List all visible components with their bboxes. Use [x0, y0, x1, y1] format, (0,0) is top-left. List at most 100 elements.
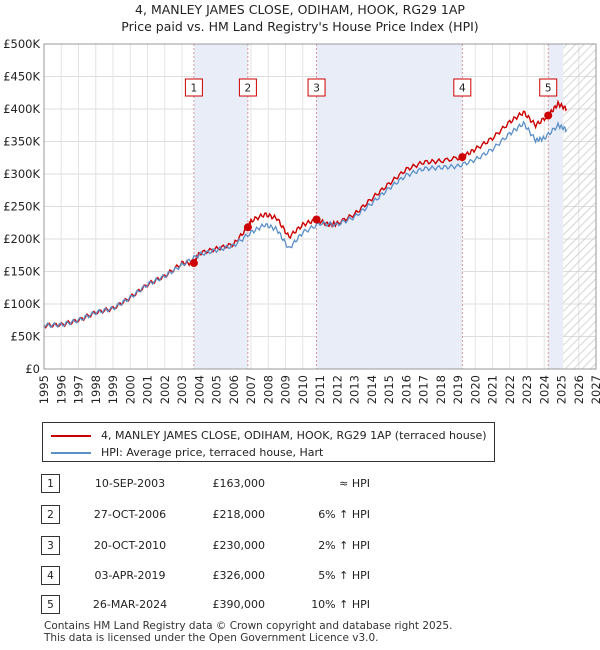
x-tick-label: 2016 — [399, 375, 413, 404]
sale-label: 3 — [313, 83, 320, 95]
sale-label: 4 — [459, 83, 466, 95]
sale-label-box — [453, 78, 472, 97]
transaction-price: £326,000 — [212, 569, 266, 582]
y-tick-label: £400K — [3, 102, 40, 116]
x-tick-label: 2002 — [158, 375, 172, 404]
sale-label-box — [238, 78, 257, 97]
x-tick-label: 2023 — [520, 375, 534, 404]
ownership-band — [316, 44, 463, 369]
hpi-line — [43, 120, 568, 329]
x-tick-label: 2017 — [417, 375, 431, 404]
sale-label-box — [184, 78, 203, 97]
transaction-price: £390,000 — [212, 598, 266, 611]
transaction-date: 27-OCT-2006 — [93, 508, 167, 521]
x-tick-label: 2008 — [261, 375, 275, 404]
chart-subtitle: Price paid vs. HM Land Registry's House … — [121, 19, 479, 34]
transaction-number: 3 — [41, 536, 60, 555]
sale-point — [544, 111, 553, 120]
x-tick-label: 1999 — [106, 375, 120, 404]
x-tick-label: 1997 — [72, 375, 86, 404]
transaction-row: 2 27-OCT-2006 £218,000 6% ↑ HPI — [0, 505, 600, 525]
sale-point — [312, 215, 321, 224]
transaction-row: 3 20-OCT-2010 £230,000 2% ↑ HPI — [0, 536, 600, 556]
sale-label: 1 — [191, 83, 198, 95]
transaction-hpi: ≈ HPI — [339, 477, 370, 490]
y-tick-label: £50K — [11, 330, 41, 344]
transaction-hpi: 10% ↑ HPI — [311, 598, 370, 611]
x-tick-label: 1995 — [37, 375, 51, 404]
x-tick-label: 2009 — [279, 375, 293, 404]
transaction-row: 5 26-MAR-2024 £390,000 10% ↑ HPI — [0, 595, 600, 615]
transaction-hpi: 2% ↑ HPI — [318, 539, 370, 552]
x-tick-label: 2022 — [503, 375, 517, 404]
plot-border — [43, 43, 597, 370]
x-tick-label: 2006 — [227, 375, 241, 404]
x-tick-label: 2013 — [348, 375, 362, 404]
transaction-date: 03-APR-2019 — [94, 569, 166, 582]
transaction-price: £218,000 — [212, 508, 266, 521]
transaction-hpi: 5% ↑ HPI — [318, 569, 370, 582]
forecast-hatch — [563, 44, 596, 369]
transaction-date: 10-SEP-2003 — [94, 477, 166, 490]
legend-item-property: 4, MANLEY JAMES CLOSE, ODIHAM, HOOK, RG2… — [51, 429, 487, 442]
transaction-number: 5 — [41, 595, 60, 614]
x-tick-label: 2018 — [434, 375, 448, 404]
x-tick-label: 1996 — [54, 375, 68, 404]
sale-point — [189, 259, 198, 268]
x-tick-label: 2010 — [296, 375, 310, 404]
y-tick-label: £200K — [3, 232, 40, 246]
footer-copyright: Contains HM Land Registry data © Crown c… — [44, 620, 453, 632]
transaction-row: 4 03-APR-2019 £326,000 5% ↑ HPI — [0, 566, 600, 586]
x-tick-label: 2026 — [572, 375, 586, 404]
chart-legend: 4, MANLEY JAMES CLOSE, ODIHAM, HOOK, RG2… — [42, 422, 495, 462]
x-tick-label: 2019 — [451, 375, 465, 404]
y-tick-label: £0 — [25, 362, 40, 376]
x-tick-label: 1998 — [89, 375, 103, 404]
x-tick-label: 2004 — [192, 375, 206, 404]
y-tick-label: £150K — [3, 265, 40, 279]
sale-label: 2 — [245, 83, 252, 95]
price-chart: 1 2 3 4 5 £0 £50K £100K £150K £200K £250K £300K £35… — [3, 37, 600, 404]
sale-point — [243, 223, 252, 232]
legend-item-hpi: HPI: Average price, terraced house, Hart — [51, 446, 323, 459]
transaction-date: 26-MAR-2024 — [92, 598, 168, 611]
transaction-number: 4 — [41, 566, 60, 585]
y-tick-label: £450K — [3, 70, 40, 84]
chart-title: 4, MANLEY JAMES CLOSE, ODIHAM, HOOK, RG2… — [135, 2, 465, 17]
y-tick-label: £350K — [3, 135, 40, 149]
legend-swatch-property — [51, 434, 91, 437]
footer-licence: This data is licensed under the Open Gov… — [44, 632, 379, 644]
x-tick-label: 2001 — [141, 375, 155, 404]
sale-label-box — [307, 78, 326, 97]
x-tick-label: 2014 — [365, 375, 379, 404]
sale-label: 5 — [545, 83, 552, 95]
transaction-price: £163,000 — [212, 477, 266, 490]
x-tick-label: 2005 — [210, 375, 224, 404]
y-tick-label: £250K — [3, 200, 40, 214]
x-tick-label: 2020 — [468, 375, 482, 404]
legend-label-property: 4, MANLEY JAMES CLOSE, ODIHAM, HOOK, RG2… — [101, 429, 487, 442]
transaction-number: 1 — [41, 474, 60, 493]
sale-label-box — [539, 78, 558, 97]
x-tick-label: 2027 — [589, 375, 600, 404]
sale-point — [458, 153, 467, 162]
x-tick-label: 2000 — [123, 375, 137, 404]
ownership-band — [548, 44, 564, 369]
y-tick-label: £500K — [3, 37, 40, 51]
x-tick-label: 2025 — [555, 375, 569, 404]
x-tick-label: 2024 — [537, 375, 551, 404]
transaction-date: 20-OCT-2010 — [93, 539, 167, 552]
y-tick-label: £100K — [3, 297, 40, 311]
transaction-price: £230,000 — [212, 539, 266, 552]
transaction-row: 1 10-SEP-2003 £163,000 ≈ HPI — [0, 474, 600, 494]
legend-swatch-hpi — [51, 451, 91, 454]
x-tick-label: 2011 — [313, 375, 327, 404]
x-tick-label: 2003 — [175, 375, 189, 404]
x-tick-label: 2007 — [244, 375, 258, 404]
x-tick-label: 2021 — [486, 375, 500, 404]
y-tick-label: £300K — [3, 167, 40, 181]
x-tick-label: 2015 — [382, 375, 396, 404]
transaction-hpi: 6% ↑ HPI — [318, 508, 370, 521]
transaction-number: 2 — [41, 505, 60, 524]
ownership-band — [193, 44, 248, 369]
